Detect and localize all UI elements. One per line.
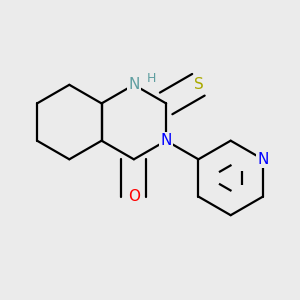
Text: S: S xyxy=(194,77,203,92)
Text: N: N xyxy=(160,133,172,148)
Text: H: H xyxy=(146,72,156,85)
Text: N: N xyxy=(128,77,140,92)
Text: O: O xyxy=(128,189,140,204)
Text: N: N xyxy=(257,152,268,167)
